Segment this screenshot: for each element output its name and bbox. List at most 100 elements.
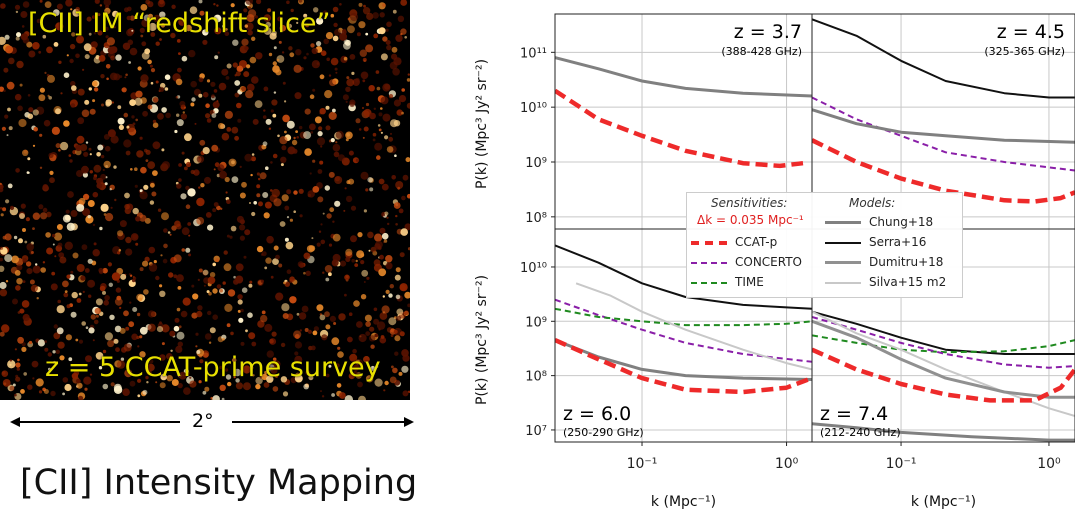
map-speckle	[320, 145, 323, 148]
map-speckle	[225, 191, 228, 194]
map-speckle	[71, 32, 76, 37]
map-speckle	[2, 207, 7, 212]
map-speckle	[393, 120, 401, 127]
map-speckle	[80, 275, 86, 281]
map-speckle	[35, 263, 38, 266]
map-speckle	[248, 332, 256, 340]
map-speckle	[135, 216, 141, 222]
map-speckle	[180, 310, 188, 318]
map-speckle	[394, 335, 401, 342]
map-speckle	[349, 54, 356, 60]
map-speckle	[81, 244, 88, 251]
map-speckle	[379, 312, 388, 320]
map-speckle	[353, 300, 360, 307]
map-speckle	[381, 232, 389, 240]
map-speckle	[334, 200, 341, 207]
map-speckle	[78, 292, 82, 296]
map-speckle	[384, 380, 389, 386]
map-speckle	[105, 101, 111, 107]
map-speckle	[159, 0, 165, 5]
map-speckle	[307, 190, 315, 198]
map-speckle	[178, 17, 187, 26]
map-speckle	[121, 87, 127, 93]
map-speckle	[92, 99, 96, 103]
map-speckle	[212, 314, 218, 321]
map-speckle	[4, 254, 13, 263]
map-speckle	[71, 372, 79, 380]
map-speckle	[193, 88, 201, 96]
map-speckle	[287, 146, 296, 155]
map-speckle	[308, 375, 314, 381]
map-speckle	[129, 47, 138, 56]
map-speckle	[171, 4, 176, 9]
map-speckle	[178, 325, 182, 329]
map-speckle	[110, 135, 119, 144]
map-speckle	[5, 199, 10, 204]
map-speckle	[104, 13, 108, 17]
map-speckle	[124, 192, 130, 199]
map-speckle	[369, 187, 374, 192]
map-speckle	[350, 205, 357, 211]
map-speckle	[272, 61, 277, 66]
map-speckle	[131, 29, 134, 32]
map-speckle	[264, 323, 273, 332]
map-speckle	[264, 201, 272, 209]
map-speckle	[59, 256, 67, 264]
map-speckle	[38, 204, 44, 210]
map-speckle	[132, 307, 138, 312]
map-speckle	[152, 170, 158, 177]
map-speckle	[378, 27, 386, 35]
map-speckle	[263, 212, 270, 219]
series-ccat	[812, 138, 1075, 204]
map-speckle	[355, 118, 361, 124]
map-speckle	[339, 392, 346, 399]
y-tick-label: 10⁹	[525, 315, 547, 330]
map-speckle	[76, 264, 85, 272]
map-speckle	[328, 74, 332, 77]
map-speckle	[205, 103, 210, 108]
map-speckle	[334, 363, 340, 368]
map-speckle	[349, 353, 358, 362]
map-speckle	[7, 183, 13, 189]
map-speckle	[254, 100, 263, 108]
y-axis-label-bottom: P(k) (Mpc³ Jy² sr⁻²)	[474, 275, 490, 405]
map-speckle	[20, 33, 28, 41]
map-speckle	[0, 289, 8, 297]
map-speckle	[187, 222, 192, 226]
map-speckle	[266, 235, 274, 244]
map-speckle	[244, 24, 248, 28]
map-speckle	[222, 24, 225, 28]
map-speckle	[63, 120, 70, 127]
map-speckle	[236, 65, 243, 72]
map-speckle	[173, 325, 180, 332]
map-speckle	[355, 158, 360, 162]
map-speckle	[203, 352, 209, 358]
map-speckle	[289, 218, 293, 222]
map-speckle	[241, 287, 248, 294]
map-speckle	[284, 237, 289, 242]
map-speckle	[125, 236, 132, 244]
map-speckle	[232, 62, 238, 68]
map-speckle	[270, 109, 274, 113]
map-speckle	[103, 0, 112, 6]
map-speckle	[164, 74, 171, 80]
map-speckle	[248, 283, 253, 288]
map-speckle	[107, 262, 112, 267]
map-speckle	[112, 10, 119, 18]
map-speckle	[190, 102, 195, 107]
map-speckle	[287, 23, 292, 29]
map-speckle	[177, 67, 182, 73]
map-speckle	[143, 289, 149, 295]
map-speckle	[161, 148, 165, 152]
map-speckle	[273, 245, 279, 251]
panel-freq-label: (250-290 GHz)	[563, 426, 644, 439]
map-speckle	[263, 27, 272, 35]
map-speckle	[291, 139, 298, 146]
map-speckle	[351, 71, 355, 75]
map-speckle	[177, 382, 183, 389]
map-speckle	[170, 32, 176, 39]
map-speckle	[14, 270, 21, 276]
map-speckle	[188, 253, 192, 257]
map-speckle	[177, 286, 182, 290]
map-speckle	[124, 369, 133, 378]
